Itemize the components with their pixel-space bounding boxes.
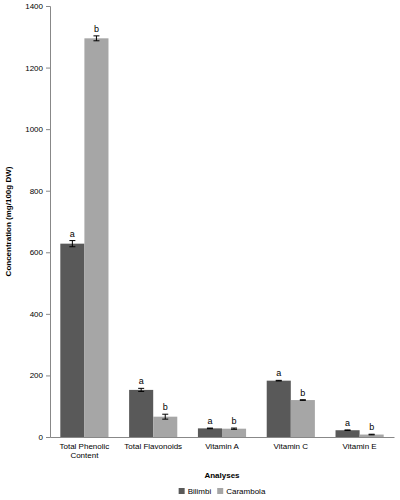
y-tick-label: 600 [30,248,44,257]
y-tick: 200 [30,371,50,380]
x-tick-label-line: Vitamin A [205,442,239,451]
legend-swatch [179,488,185,494]
y-tick-mark [46,252,50,253]
error-bar [276,380,282,382]
x-tick-label: Vitamin C [274,442,309,451]
y-tick-label: 800 [30,187,44,196]
significance-letter: a [139,376,144,386]
series [84,36,383,437]
y-tick-label: 1000 [25,125,43,134]
bar [129,390,153,437]
annotations: a a a a a b b b b b [70,24,374,432]
significance-letter: a [70,229,75,239]
y-tick-mark [46,437,50,438]
y-tick-label: 400 [30,310,44,319]
x-tick-label: Total PhenolicContent [59,442,109,460]
y-tick: 600 [30,248,50,257]
chart-svg: 0200400600800100012001400Total PhenolicC… [0,0,400,500]
significance-letter: a [207,416,212,426]
x-tick-label-line: Vitamin E [343,442,377,451]
x-tick-label-line: Total Phenolic [59,442,109,451]
chart-container: 0200400600800100012001400Total PhenolicC… [0,0,400,500]
bar [222,429,246,437]
significance-letter: b [232,416,237,426]
y-tick-mark [46,6,50,7]
bar [360,435,384,437]
y-tick-mark [46,129,50,130]
legend-label: Bilimbi [188,487,212,496]
bar [291,400,315,437]
y-tick: 0 [39,433,50,442]
x-tick-label: Total Flavonoids [124,442,182,451]
error-bar [138,388,144,391]
y-tick-mark [46,314,50,315]
error-bar [69,241,75,247]
y-tick: 1400 [25,2,50,11]
y-tick-mark [46,68,50,69]
bar [336,430,360,437]
significance-letter: b [369,422,374,432]
y-tick: 800 [30,187,50,196]
significance-letter: a [345,418,350,428]
error-bar [93,36,99,41]
y-tick-mark [46,191,50,192]
y-tick-label: 1200 [25,64,43,73]
error-bar [162,414,168,419]
x-tick: Total PhenolicContent [59,442,109,460]
x-tick: Vitamin E [343,442,377,451]
x-tick-label-line: Content [70,451,99,460]
legend-label: Carambola [226,487,266,496]
y-tick-label: 0 [39,433,44,442]
x-tick-label-line: Total Flavonoids [124,442,182,451]
y-tick-label: 200 [30,371,44,380]
significance-letter: b [163,402,168,412]
y-axis-title: Concentration (mg/100g DW) [4,166,13,276]
legend: Bilimbi Carambola [179,487,266,496]
x-tick: Vitamin C [274,442,309,451]
legend-swatch [217,488,223,494]
y-tick-mark [46,375,50,376]
marks [60,36,383,437]
significance-letter: b [300,388,305,398]
legend-item: Carambola [217,487,266,496]
x-axis-title: Analyses [204,471,240,480]
y-axis-line [46,7,51,438]
bar [153,417,177,437]
bar [198,428,222,437]
x-tick-label: Vitamin A [205,442,239,451]
x-axis-line [51,437,395,438]
x-tick: Total Flavonoids [124,442,182,451]
error-bar [300,399,306,401]
bar [84,38,108,437]
bar [60,244,84,437]
y-tick-label: 1400 [25,2,43,11]
y-tick: 400 [30,310,50,319]
legend-item: Bilimbi [179,487,212,496]
x-tick-label: Vitamin E [343,442,377,451]
y-tick: 1200 [25,64,50,73]
significance-letter: b [94,24,99,34]
error-bar [345,429,351,431]
significance-letter: a [276,368,281,378]
x-axis: Total PhenolicContent Total Flavonoids Vit… [51,438,395,460]
bar [267,381,291,437]
error-bar [231,428,237,429]
x-tick-label-line: Vitamin C [274,442,309,451]
y-axis: 0 200 400 600 800 1000 1200 1400 [25,2,50,442]
y-tick: 1000 [25,125,50,134]
x-tick: Vitamin A [205,442,239,451]
plot: 0 200 400 600 800 1000 1200 1400 Total PhenolicC… [25,2,394,460]
error-bar [207,428,213,430]
error-bar [369,434,375,436]
